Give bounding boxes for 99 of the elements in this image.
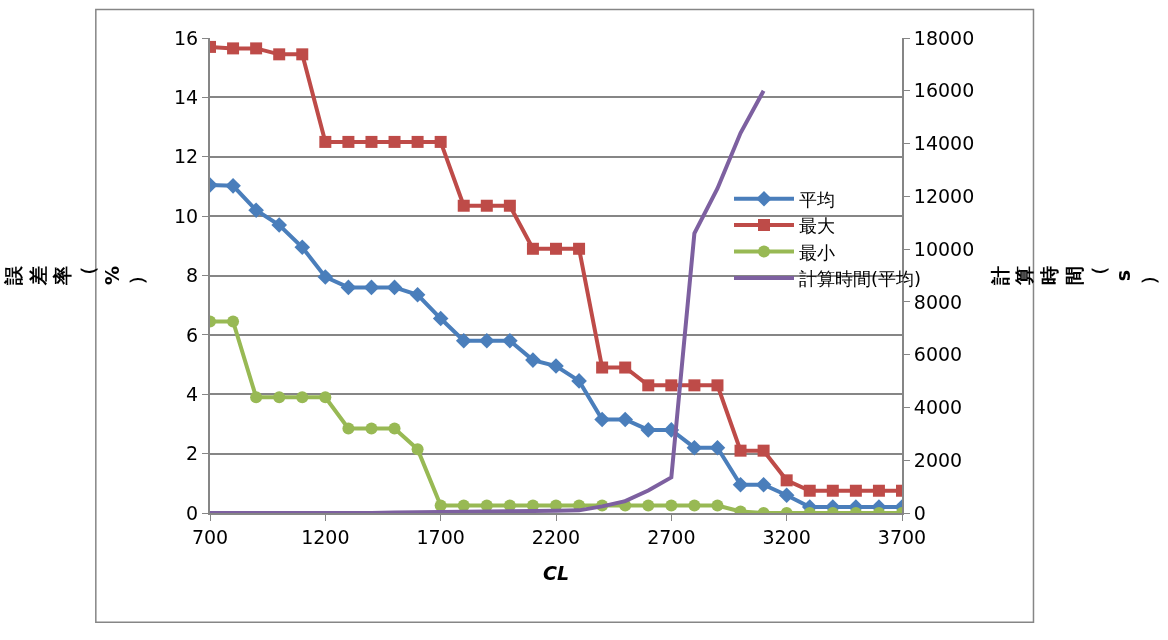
point xyxy=(273,48,286,61)
point xyxy=(273,391,286,404)
point xyxy=(688,379,701,392)
y2-axis-title: 計算時間（s） xyxy=(988,266,1159,286)
point xyxy=(479,333,495,349)
y-tick-label: 14 xyxy=(174,86,199,109)
point xyxy=(227,315,240,328)
point xyxy=(296,48,309,61)
point xyxy=(550,242,562,255)
point xyxy=(319,391,332,404)
point xyxy=(227,42,240,55)
point xyxy=(409,287,426,303)
point xyxy=(502,333,518,349)
y2-tick-label: 10000 xyxy=(913,237,975,260)
point xyxy=(548,358,564,374)
y2-tick-label: 0 xyxy=(913,501,926,524)
point xyxy=(250,391,263,404)
point xyxy=(642,379,655,392)
legend-label: 平均 xyxy=(799,188,835,210)
point xyxy=(594,411,610,428)
point xyxy=(665,379,678,392)
x-tick-label: 700 xyxy=(191,525,229,548)
x-tick-label: 1700 xyxy=(416,525,465,548)
point xyxy=(734,444,747,457)
point xyxy=(250,42,263,55)
point xyxy=(225,178,241,194)
point xyxy=(778,487,795,503)
point xyxy=(686,439,703,456)
point xyxy=(617,411,633,428)
y2-tick-label: 14000 xyxy=(913,132,975,155)
y-tick-label: 4 xyxy=(186,382,199,405)
y-tick-label: 12 xyxy=(174,145,199,168)
point xyxy=(571,373,587,389)
point xyxy=(709,439,726,456)
point xyxy=(432,310,449,327)
legend-label: 最小 xyxy=(799,241,835,263)
point xyxy=(872,484,885,497)
point xyxy=(803,484,816,497)
point xyxy=(294,239,311,256)
point xyxy=(363,279,380,296)
point xyxy=(849,484,862,497)
point xyxy=(619,361,632,374)
y2-tick-label: 16000 xyxy=(913,79,975,102)
point xyxy=(642,499,655,512)
point xyxy=(732,477,749,493)
point xyxy=(525,352,541,368)
point xyxy=(526,242,539,255)
point xyxy=(342,422,355,435)
y2-tick-label: 8000 xyxy=(913,290,963,313)
point xyxy=(480,199,493,212)
x-tick-label: 2200 xyxy=(531,525,581,548)
y2-tick-label: 4000 xyxy=(913,396,963,419)
x-tick-label: 3700 xyxy=(877,525,927,548)
y-tick-label: 10 xyxy=(174,204,199,227)
y-tick-label: 0 xyxy=(186,501,199,524)
y-axis-title: 誤差率（%） xyxy=(1,265,148,286)
point xyxy=(386,279,403,296)
x-tick-label: 2700 xyxy=(647,525,696,548)
y-tick-label: 6 xyxy=(186,323,199,346)
point xyxy=(271,217,287,233)
point xyxy=(342,135,355,148)
y2-tick-label: 12000 xyxy=(913,184,975,207)
point xyxy=(340,279,357,296)
y2-tick-label: 2000 xyxy=(913,448,963,471)
point xyxy=(711,499,724,512)
point xyxy=(248,202,264,218)
y-tick-label: 16 xyxy=(174,26,199,49)
point xyxy=(365,422,378,435)
point xyxy=(755,477,772,493)
x-tick-label: 3200 xyxy=(762,525,811,548)
line-series xyxy=(210,88,766,513)
point xyxy=(411,443,424,456)
point xyxy=(388,135,401,148)
point xyxy=(434,135,447,148)
y2-tick-label: 6000 xyxy=(913,343,963,366)
y2-tick-label: 18000 xyxy=(913,26,975,49)
point xyxy=(455,333,472,349)
point xyxy=(457,199,470,212)
point xyxy=(388,422,401,435)
point xyxy=(757,444,770,457)
point xyxy=(573,242,586,255)
y-tick-label: 2 xyxy=(186,442,199,465)
point xyxy=(365,135,378,148)
x-tick-label: 1200 xyxy=(301,525,350,548)
point xyxy=(596,361,609,374)
point xyxy=(826,484,839,497)
point xyxy=(319,135,332,148)
point xyxy=(317,269,334,285)
point xyxy=(503,199,516,212)
legend-label: 最大 xyxy=(799,215,835,237)
legend-label: 計算時間(平均) xyxy=(799,267,922,289)
point xyxy=(411,135,424,148)
x-axis-title: CL xyxy=(542,562,570,585)
point xyxy=(711,379,724,392)
point xyxy=(780,474,793,487)
point xyxy=(296,391,309,404)
point xyxy=(688,499,701,512)
point xyxy=(665,499,678,512)
y-tick-label: 8 xyxy=(186,264,199,287)
